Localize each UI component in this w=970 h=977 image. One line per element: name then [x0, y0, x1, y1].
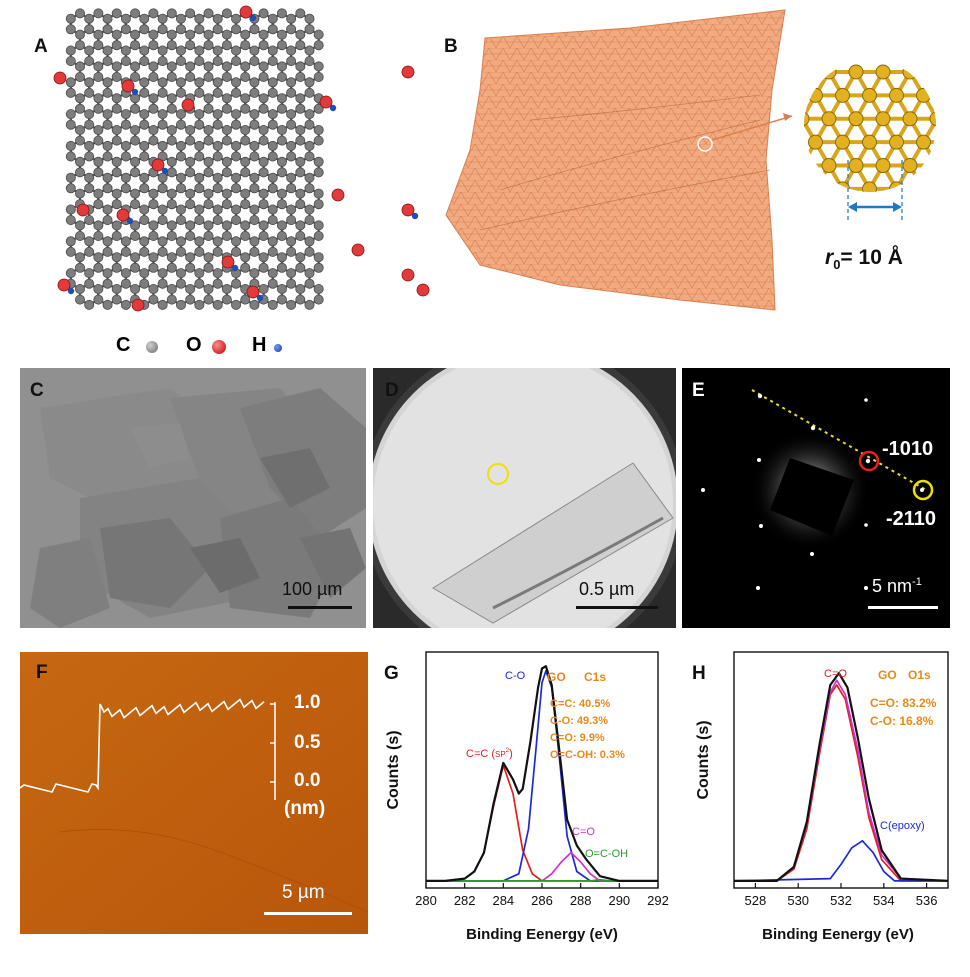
peak-cdo-label: C=O	[572, 826, 595, 838]
optical-micrograph	[20, 368, 366, 628]
legend-o-label: O	[186, 334, 202, 356]
membrane-mesh	[445, 9, 936, 311]
title-h-left: GO	[878, 668, 897, 682]
saed-region-marker	[487, 463, 509, 485]
title-g-right: C1s	[584, 670, 606, 684]
series-measured	[426, 665, 658, 882]
series-measured	[734, 672, 949, 882]
tick-label: 282	[454, 893, 476, 908]
panel-a: A C O H	[28, 0, 448, 365]
panel-g: G 280 282 284 286 288 290 292 Counts (s) Bindi…	[372, 645, 672, 945]
legend-c-label: C	[116, 334, 131, 356]
peak-co-label: C-O	[505, 670, 526, 682]
peak-epoxy-label: C(epoxy)	[880, 820, 925, 832]
panel-f-label: F	[36, 662, 48, 683]
panel-d-label: D	[385, 380, 399, 401]
title-h-right: O1s	[908, 668, 931, 682]
spot-2110-label: -2110	[886, 508, 937, 530]
panel-h: H 528 530 532 534 536 Counts (s) Binding Een…	[678, 645, 970, 945]
series-fit	[734, 679, 949, 882]
legend-h-label: H	[252, 334, 267, 356]
xlabel-g: Binding Eenergy (eV)	[466, 926, 618, 943]
comp-g-4: O=C-OH: 0.3%	[550, 749, 625, 761]
panel-h-label: H	[692, 663, 706, 684]
xps-c1s-chart: 280 282 284 286 288 290 292 Counts (s) Binding…	[385, 651, 669, 943]
tick-label: 530	[787, 893, 809, 908]
peak-cc-label: C=C (SP2)	[466, 748, 513, 760]
legend-c-dot	[146, 341, 158, 353]
scale-text-d: 0.5 µm	[579, 579, 635, 599]
comp-g-1: C=C: 40.5%	[550, 698, 610, 710]
comp-g-3: C=O: 9.9%	[550, 732, 605, 744]
panel-b-label: B	[444, 36, 458, 57]
scale-text-e: 5 nm-1	[872, 576, 922, 596]
afm-tick-2: 0.5	[294, 732, 321, 753]
tick-label: 528	[745, 893, 767, 908]
spot-1010-label: -1010	[882, 438, 934, 460]
peak-ocoh-label: O=C-OH	[585, 848, 628, 860]
afm-tick-3: 0.0	[294, 770, 321, 791]
series-c-epoxy-	[733, 839, 948, 882]
tick-label: 284	[492, 893, 514, 908]
saed-pattern	[682, 368, 950, 628]
comp-h-2: C-O: 16.8%	[870, 714, 934, 728]
series-c-o	[426, 670, 658, 882]
scale-bar-c	[288, 606, 352, 609]
legend-h-dot	[274, 344, 282, 352]
panel-e: E -1010 -2110 5 nm-1	[682, 368, 950, 628]
afm-image	[20, 652, 368, 934]
tick-label: 288	[570, 893, 592, 908]
panel-e-label: E	[692, 380, 705, 401]
afm-tick-1: 1.0	[294, 692, 321, 713]
comp-h-1: C=O: 83.2%	[870, 696, 937, 710]
legend-o-dot	[212, 340, 226, 354]
r0-label: r0= 10 Å	[825, 246, 903, 273]
tick-label: 290	[608, 893, 630, 908]
zoom-arrow	[711, 115, 793, 141]
panel-c: C 100 µm	[20, 368, 366, 628]
peak-cdo-label-h: C=O	[824, 668, 847, 680]
atom-legend: C O H	[116, 334, 336, 360]
title-g-left: GO	[547, 670, 566, 684]
scale-bar-f	[264, 912, 352, 915]
afm-unit: (nm)	[284, 798, 326, 819]
tem-image	[373, 368, 676, 628]
tick-label: 280	[415, 893, 437, 908]
tick-label: 536	[916, 893, 938, 908]
xlabel-h: Binding Eenergy (eV)	[762, 926, 914, 943]
comp-g-2: C-O: 49.3%	[550, 715, 608, 727]
tick-label: 292	[647, 893, 669, 908]
scale-text-f: 5 µm	[282, 882, 325, 903]
scale-bar-d	[576, 606, 658, 609]
tick-label: 534	[873, 893, 895, 908]
panel-c-label: C	[30, 380, 44, 401]
reciprocal-line	[751, 389, 927, 491]
go-lattice-model	[53, 5, 430, 312]
tick-label: 286	[531, 893, 553, 908]
panel-g-label: G	[384, 663, 399, 684]
series-c-o	[426, 851, 658, 882]
series-c-c-sp2-	[426, 764, 658, 882]
xps-o1s-chart: 528 530 532 534 536 Counts (s) Binding Eener…	[695, 651, 949, 943]
panel-f: F 1.0 0.5 0.0 (nm) 5 µm	[20, 652, 368, 934]
spot-1010-marker	[858, 450, 880, 472]
tick-label: 532	[830, 893, 852, 908]
panel-a-label: A	[34, 36, 48, 57]
panel-b: B r0= 10 Å	[440, 0, 970, 365]
spot-2110-marker	[912, 479, 934, 501]
mesh-zoom-marker	[697, 136, 713, 152]
series-c-o	[734, 684, 948, 882]
scale-text-c: 100 µm	[282, 579, 343, 599]
height-profile	[20, 698, 265, 793]
panel-d: D 0.5 µm	[373, 368, 676, 628]
scale-bar-e	[868, 606, 938, 609]
ylabel-h: Counts (s)	[695, 720, 712, 799]
ylabel-g: Counts (s)	[385, 730, 402, 809]
